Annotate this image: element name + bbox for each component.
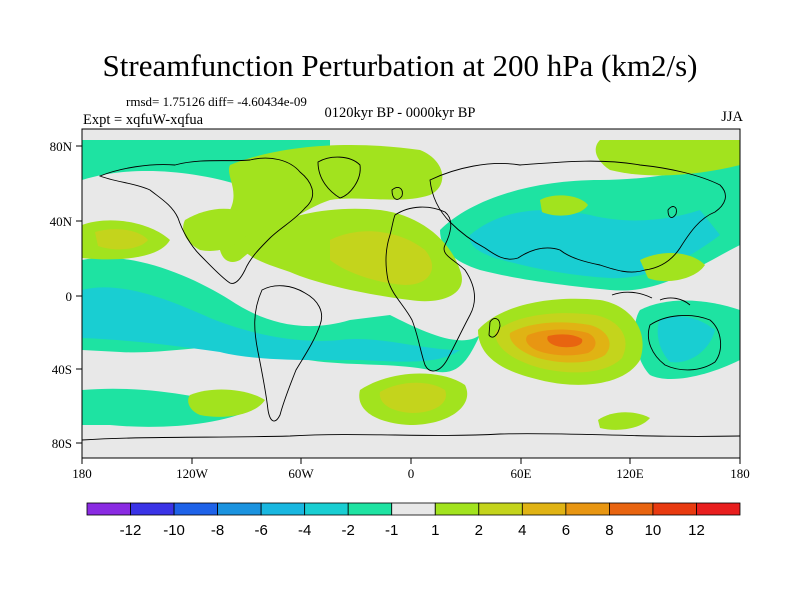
contour-indian-ocean-plus8: [547, 334, 583, 348]
contour-south-pacific-plus: [188, 389, 265, 417]
colorbar-label: -2: [342, 522, 355, 539]
svg-text:180: 180: [72, 466, 92, 481]
coast-indonesia: [611, 291, 691, 306]
colorbar-label: 10: [645, 522, 662, 539]
contour-atlantic-equatorial-plus2: [330, 231, 433, 285]
colorbar-label: 1: [431, 522, 439, 539]
coast-antarctica: [82, 433, 740, 441]
period-text: 0120kyr BP - 0000kyr BP: [324, 105, 476, 121]
svg-text:40N: 40N: [50, 214, 73, 229]
contour-field: [82, 129, 740, 458]
svg-text:0: 0: [66, 289, 73, 304]
contour-south-atlantic-plus2: [379, 382, 446, 413]
colorbar-swatch: [391, 502, 436, 516]
coastlines: [82, 156, 740, 441]
colorbar-label: 2: [475, 522, 483, 539]
lon-tick-60w: 60W: [288, 458, 314, 481]
coast-british-isles: [391, 187, 403, 200]
colorbar-swatch: [478, 502, 523, 516]
colorbar-label: -12: [120, 522, 142, 539]
coast-south-america: [254, 285, 323, 422]
lat-tick-40s: 40S: [52, 362, 82, 377]
colorbar-label: 4: [518, 522, 526, 539]
colorbar-swatch: [304, 502, 349, 516]
svg-text:0: 0: [408, 466, 415, 481]
colorbar-swatch: [217, 502, 262, 516]
colorbar-swatch: [173, 502, 219, 516]
lat-tick-40n: 40N: [50, 214, 82, 229]
contour-australia-minus2: [657, 316, 715, 363]
colorbar-swatch: [652, 502, 697, 516]
colorbar-swatch: [565, 502, 610, 516]
colorbar-label: -1: [385, 522, 398, 539]
contour-west-pacific-south-plus: [640, 253, 705, 282]
coast-eurasia: [429, 160, 726, 273]
svg-text:120E: 120E: [616, 466, 644, 481]
colorbar-label: 6: [562, 522, 570, 539]
experiment-text: Expt = xqfuW-xqfua: [83, 112, 204, 128]
contour-pacific-nw-plus2: [95, 229, 148, 250]
colorbar-swatch: [260, 502, 306, 516]
contour-southern-minus: [82, 388, 250, 427]
lon-tick-0: 0: [408, 458, 415, 481]
lon-axis: 180 120W 60W 0 60E 120E 180: [72, 458, 750, 481]
coast-greenland: [317, 156, 361, 199]
contour-southern-indian-plus: [598, 412, 650, 430]
stats-text: rmsd= 1.75126 diff= -4.60434e-09: [126, 94, 307, 109]
contour-nw-atlantic-plus: [183, 208, 255, 251]
colorbar-swatch: [434, 502, 480, 516]
coast-madagascar: [488, 318, 501, 338]
colorbar-label: -6: [254, 522, 267, 539]
colorbar: -12 -10 -8 -6 -4 -2 -1 1 2 4 6 8 10 12: [86, 502, 741, 539]
colorbar-swatch: [521, 502, 567, 516]
svg-text:180: 180: [730, 466, 750, 481]
season-text: JJA: [721, 109, 743, 125]
lon-tick-180e: 180: [730, 458, 750, 481]
svg-text:80S: 80S: [52, 436, 72, 451]
contour-pacific-minus2: [82, 287, 460, 362]
lon-tick-120w: 120W: [176, 458, 209, 481]
coast-australia: [647, 315, 721, 371]
contour-north-pacific-plus: [540, 195, 588, 216]
colorbar-label: -4: [298, 522, 311, 539]
colorbar-label: -10: [163, 522, 185, 539]
colorbar-swatch: [696, 502, 741, 516]
lon-tick-180w: 180: [72, 458, 92, 481]
coast-japan: [667, 206, 677, 218]
lat-tick-0: 0: [66, 289, 82, 304]
svg-text:40S: 40S: [52, 362, 72, 377]
colorbar-swatch: [347, 502, 393, 516]
svg-text:80N: 80N: [50, 139, 73, 154]
lat-tick-80n: 80N: [50, 139, 82, 154]
svg-text:60W: 60W: [288, 466, 314, 481]
lat-axis: 80N 40N 0 40S 80S: [50, 139, 82, 451]
svg-text:60E: 60E: [511, 466, 532, 481]
svg-text:120W: 120W: [176, 466, 209, 481]
colorbar-swatch: [86, 502, 131, 516]
lon-tick-60e: 60E: [511, 458, 532, 481]
colorbar-label: -8: [211, 522, 224, 539]
lat-tick-80s: 80S: [52, 436, 82, 451]
coast-africa-europe: [385, 206, 476, 372]
plot-title: Streamfunction Perturbation at 200 hPa (…: [102, 48, 698, 83]
colorbar-swatch: [130, 502, 175, 516]
contour-north-atlantic-plus: [219, 145, 443, 262]
contour-arctic-plus: [595, 140, 740, 176]
colorbar-label: 12: [688, 522, 705, 539]
lon-tick-120e: 120E: [616, 458, 644, 481]
coast-north-america: [98, 157, 314, 284]
colorbar-label: 8: [605, 522, 613, 539]
colorbar-swatch: [609, 502, 654, 516]
